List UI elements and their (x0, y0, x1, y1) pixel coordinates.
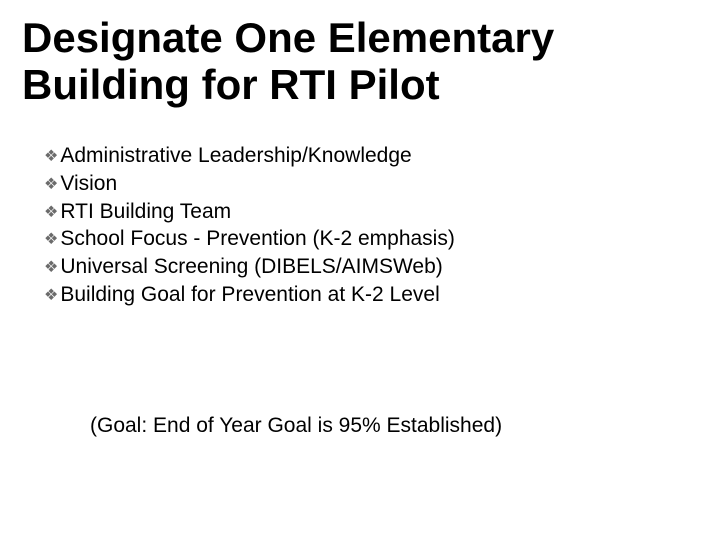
bullet-text: School Focus - Prevention (K-2 emphasis) (60, 225, 698, 253)
bullet-list: ❖ Administrative Leadership/Knowledge ❖ … (44, 142, 698, 308)
slide-title: Designate One Elementary Building for RT… (22, 14, 698, 108)
bullet-text: Administrative Leadership/Knowledge (60, 142, 698, 170)
bullet-text: Vision (60, 170, 698, 198)
diamond-bullet-icon: ❖ (44, 285, 58, 306)
diamond-bullet-icon: ❖ (44, 146, 58, 167)
footnote-text: (Goal: End of Year Goal is 95% Establish… (90, 414, 502, 438)
list-item: ❖ Building Goal for Prevention at K-2 Le… (44, 281, 698, 309)
list-item: ❖ School Focus - Prevention (K-2 emphasi… (44, 225, 698, 253)
list-item: ❖ RTI Building Team (44, 198, 698, 226)
diamond-bullet-icon: ❖ (44, 202, 58, 223)
bullet-text: Building Goal for Prevention at K-2 Leve… (60, 281, 698, 309)
list-item: ❖ Universal Screening (DIBELS/AIMSWeb) (44, 253, 698, 281)
slide-container: Designate One Elementary Building for RT… (0, 0, 720, 540)
list-item: ❖ Administrative Leadership/Knowledge (44, 142, 698, 170)
diamond-bullet-icon: ❖ (44, 257, 58, 278)
bullet-text: Universal Screening (DIBELS/AIMSWeb) (60, 253, 698, 281)
diamond-bullet-icon: ❖ (44, 174, 58, 195)
list-item: ❖ Vision (44, 170, 698, 198)
bullet-text: RTI Building Team (60, 198, 698, 226)
diamond-bullet-icon: ❖ (44, 229, 58, 250)
